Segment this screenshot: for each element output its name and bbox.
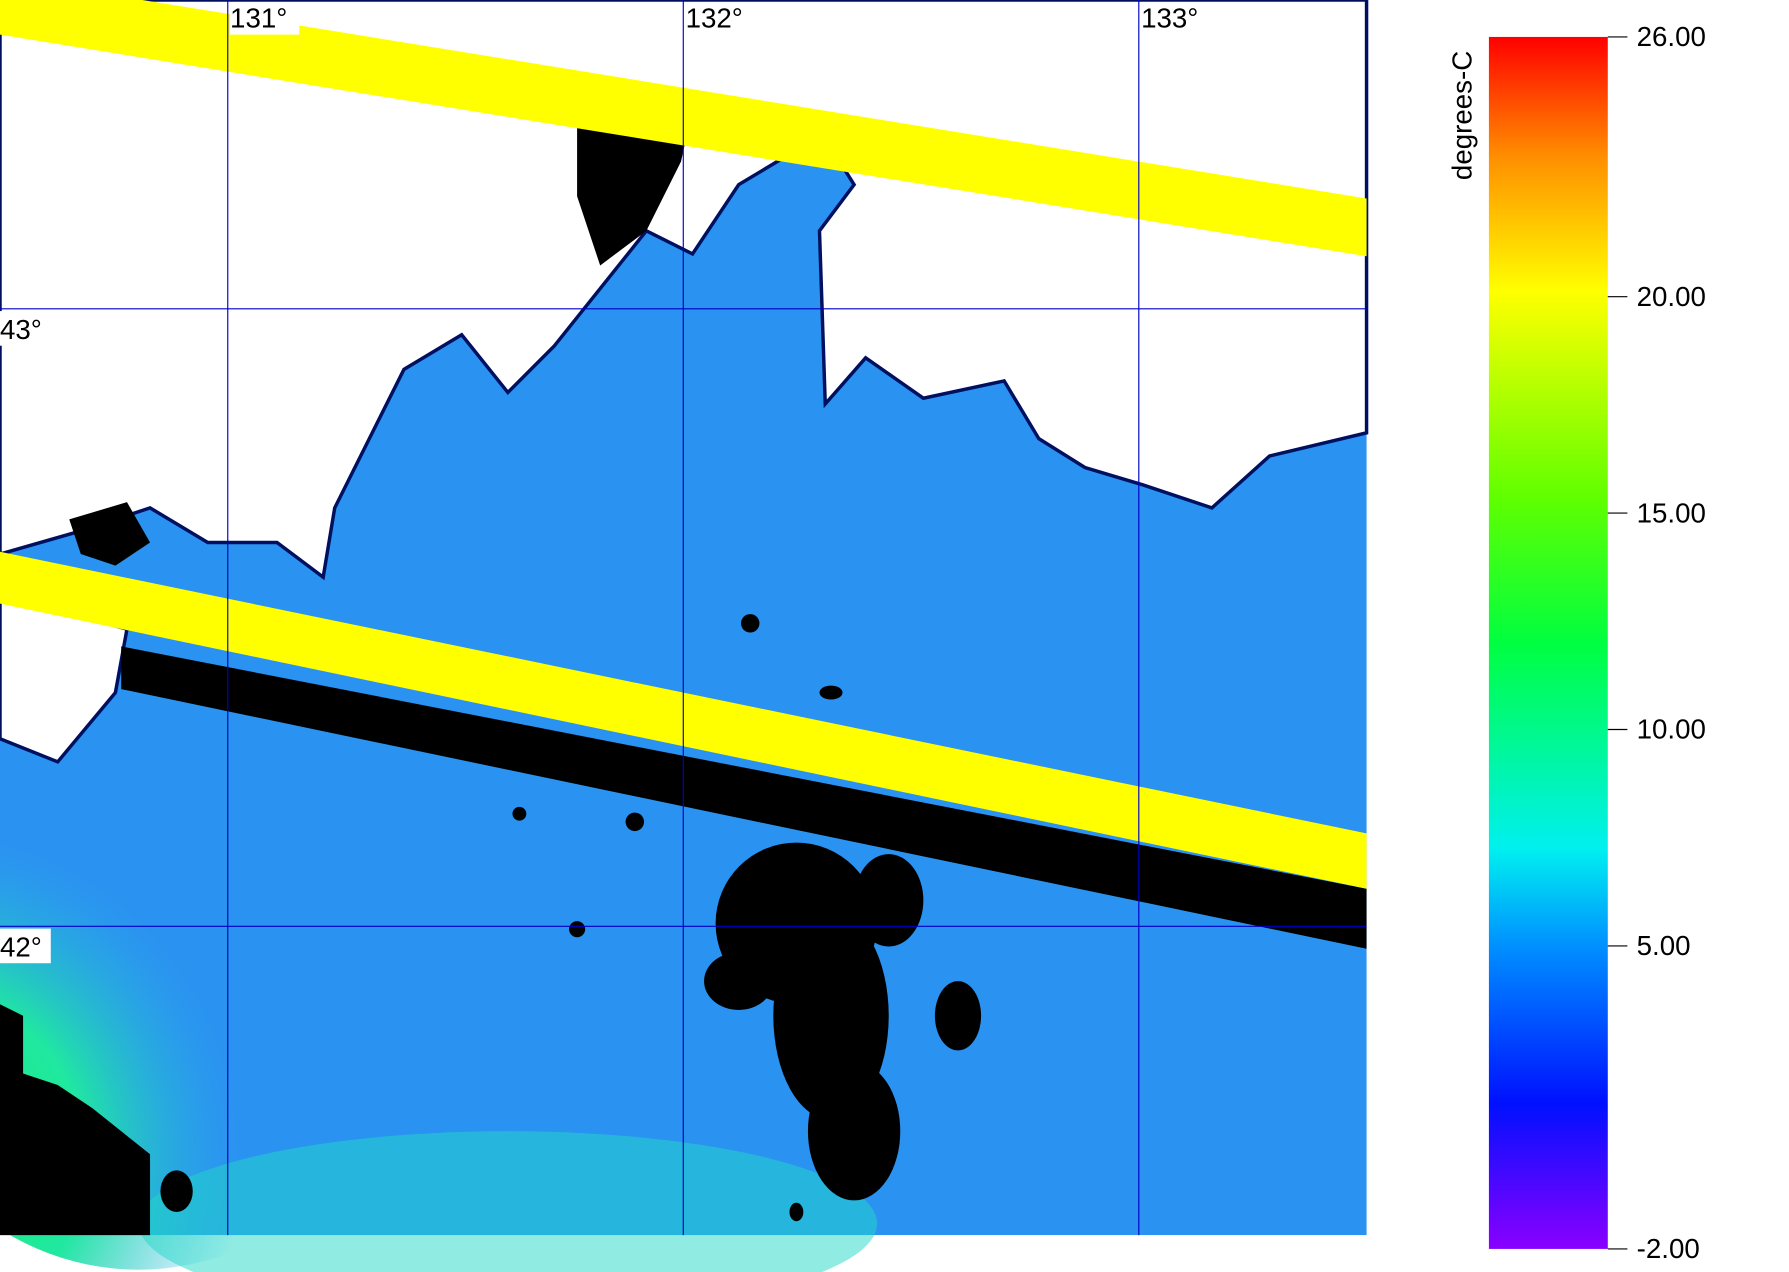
colorbar-label: degrees-C (1447, 51, 1478, 180)
label-background (1141, 2, 1211, 35)
label-background (230, 2, 300, 35)
colorbar-tick-label: -2.00 (1637, 1233, 1700, 1264)
lon-label: 132° (686, 3, 743, 34)
colorbar-tick-label: 15.00 (1637, 497, 1706, 528)
lat-label: 43° (0, 314, 42, 345)
no-data (0, 1004, 151, 1236)
colorbar-tick-label: 26.00 (1637, 21, 1706, 52)
warm-water (138, 1131, 878, 1272)
clouds (512, 614, 982, 1222)
colorbar-tick-label: 10.00 (1637, 714, 1706, 745)
lon-label: 133° (1141, 3, 1198, 34)
colorbar-tick-label: 5.00 (1637, 930, 1691, 961)
no-data (160, 1170, 193, 1212)
graticule: 131° 132° 133° 43° 42° (0, 0, 1367, 1236)
no-data (69, 502, 151, 566)
label-background (0, 928, 51, 964)
label-background (0, 311, 51, 346)
no-data (577, 109, 693, 266)
swath-gap (121, 646, 1367, 949)
lat-label: 42° (0, 931, 42, 962)
label-background (685, 2, 755, 35)
lon-label: 131° (230, 3, 287, 34)
colorbar-tick-label: 20.00 (1637, 281, 1706, 312)
colorbar (1488, 36, 1608, 1249)
colorbar-ticks: 26.00 20.00 15.00 10.00 5.00 -2.00 (1607, 21, 1706, 1264)
